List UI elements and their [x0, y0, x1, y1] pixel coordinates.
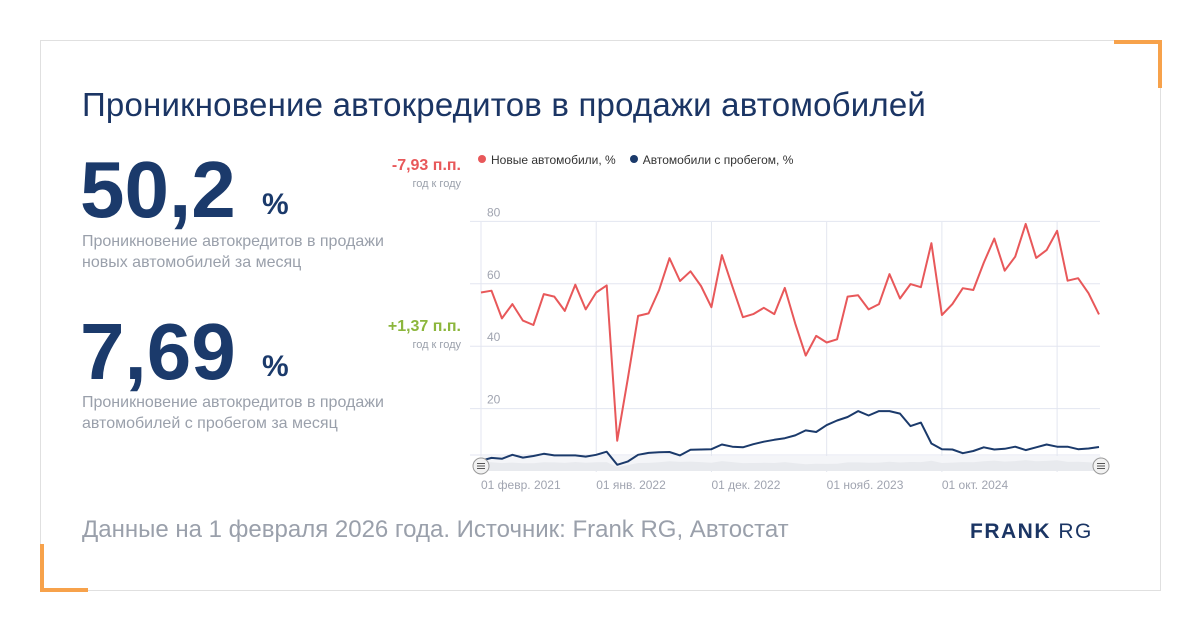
y-tick-label: 80 [487, 205, 501, 219]
kpi-used-delta-label: год к году [412, 339, 461, 351]
kpi-used-description: Проникновение автокредитов в продажи авт… [82, 394, 384, 432]
source-note: Данные на 1 февраля 2026 года. Источник:… [82, 516, 789, 543]
legend-item-new[interactable]: Новые автомобили, % [478, 153, 616, 167]
frank-rg-logo: FRANK RG [970, 520, 1093, 544]
y-tick-label: 60 [487, 268, 501, 282]
kpi-new-description: Проникновение автокредитов в продажи нов… [82, 233, 384, 271]
chart-legend: Новые автомобили, % Автомобили с пробего… [478, 153, 793, 167]
kpi-new-delta: -7,93 п.п. [391, 157, 461, 174]
legend-dot-icon [478, 155, 486, 163]
corner-accent-top-right [1114, 40, 1162, 88]
series-line-new [480, 222, 1100, 442]
legend-dot-icon [629, 155, 638, 163]
logo-bold: FRANK [970, 520, 1051, 543]
kpi-new-value: 50,2 [80, 145, 236, 234]
legend-item-used[interactable]: Автомобили с пробегом, % [629, 153, 794, 167]
series-line-used [480, 410, 1100, 466]
x-tick-label: 01 дек. 2022 [711, 478, 780, 492]
y-tick-label: 20 [487, 393, 501, 407]
page-title: Проникновение автокредитов в продажи авт… [82, 86, 927, 123]
x-tick-label: 01 окт. 2024 [942, 478, 1009, 492]
kpi-used-delta: +1,37 п.п. [387, 318, 461, 335]
x-tick-label: 01 февр. 2021 [481, 478, 561, 492]
legend-label: Автомобили с пробегом, % [642, 153, 794, 167]
x-tick-label: 01 нояб. 2023 [827, 478, 904, 492]
kpi-new-delta-label: год к году [412, 178, 461, 190]
kpi-used-unit: % [262, 350, 289, 383]
y-tick-label: 40 [487, 330, 501, 344]
x-tick-label: 01 янв. 2022 [596, 478, 666, 492]
legend-label: Новые автомобили, % [491, 153, 616, 167]
kpi-used-value: 7,69 [80, 307, 236, 396]
kpi-new-unit: % [262, 188, 289, 221]
navigator-series-area [481, 460, 1099, 471]
logo-light: RG [1058, 520, 1093, 543]
card [40, 40, 1161, 591]
corner-accent-bottom-left [40, 544, 88, 592]
